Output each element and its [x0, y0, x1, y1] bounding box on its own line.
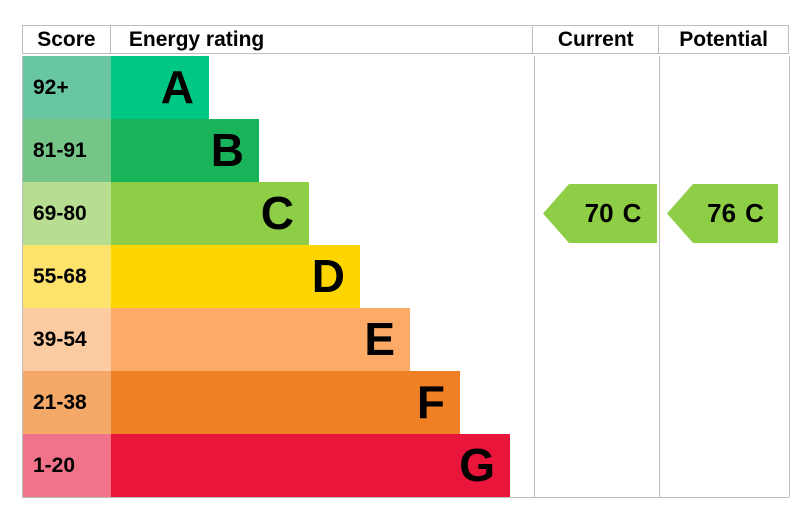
header-energy-rating: Energy rating	[111, 26, 534, 53]
band-letter-e: E	[364, 312, 395, 365]
band-bar-b: B	[111, 119, 259, 182]
band-bar-e: E	[111, 308, 410, 371]
current-rating-arrow: 70 C	[543, 184, 657, 243]
band-letter-d: D	[311, 249, 345, 302]
current-column: 70 C	[534, 56, 660, 497]
current-rating-value: 70	[584, 198, 614, 228]
band-letter-b: B	[210, 123, 244, 176]
potential-rating-band: C	[745, 198, 764, 228]
band-row-a: 92+ A	[23, 56, 534, 119]
band-row-f: 21-38 F	[23, 371, 534, 434]
band-row-g: 1-20 G	[23, 434, 534, 497]
header-score: Score	[23, 26, 111, 53]
band-bar-c: C	[111, 182, 309, 245]
current-rating-band: C	[622, 198, 642, 228]
band-row-b: 81-91 B	[23, 119, 534, 182]
band-bar-f: F	[111, 371, 460, 434]
band-score-range: 81-91	[23, 119, 111, 182]
band-score-range: 21-38	[23, 371, 111, 434]
band-letter-c: C	[260, 186, 294, 239]
band-score-range: 69-80	[23, 182, 111, 245]
band-letter-a: A	[160, 60, 194, 113]
band-bar-a: A	[111, 56, 209, 119]
band-bar-g: G	[111, 434, 510, 497]
band-bar-d: D	[111, 245, 360, 308]
band-letter-g: G	[459, 438, 495, 491]
band-score-range: 39-54	[23, 308, 111, 371]
table-header-row: Score Energy rating Current Potential	[22, 25, 789, 54]
band-row-e: 39-54 E	[23, 308, 534, 371]
table-body: 92+ A 81-91 B 69-80 C	[22, 56, 790, 498]
band-row-c: 69-80 C	[23, 182, 534, 245]
potential-column: 76 C	[660, 56, 790, 497]
band-score-range: 1-20	[23, 434, 111, 497]
epc-table: Score Energy rating Current Potential 92…	[22, 25, 790, 498]
band-rows: 92+ A 81-91 B 69-80 C	[23, 56, 534, 497]
potential-rating-arrow: 76 C	[667, 184, 778, 243]
band-score-range: 55-68	[23, 245, 111, 308]
potential-rating-value: 76	[707, 198, 737, 228]
band-row-d: 55-68 D	[23, 245, 534, 308]
band-score-range: 92+	[23, 56, 111, 119]
band-letter-f: F	[416, 375, 445, 428]
header-current: Current	[533, 26, 660, 53]
header-potential: Potential	[659, 26, 789, 53]
